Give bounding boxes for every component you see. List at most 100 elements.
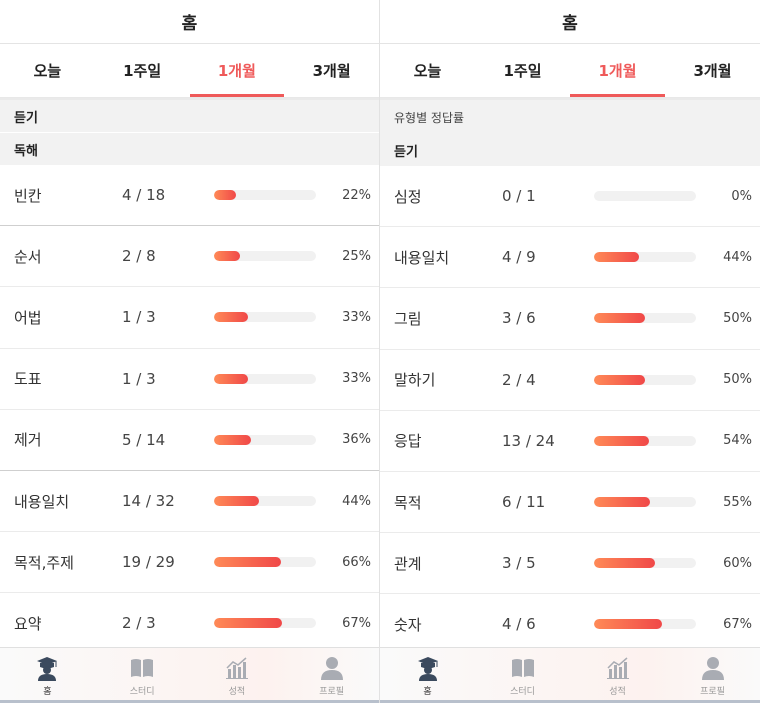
- correct-count: 19 / 29: [122, 553, 175, 572]
- bottom-nav: 홈 스터디 성적 프로필: [0, 647, 379, 703]
- question-type-label: 응답: [394, 432, 422, 451]
- nav-profile[interactable]: 프로필: [284, 648, 379, 703]
- accuracy-percent: 25%: [342, 248, 371, 264]
- stat-row: 빈칸 4 / 18 22%: [0, 165, 379, 227]
- nav-study-label: 스터디: [510, 686, 535, 697]
- tab-1month[interactable]: 1개월: [570, 44, 665, 97]
- question-type-label: 숫자: [394, 615, 422, 634]
- correct-count: 5 / 14: [122, 430, 166, 449]
- section-reading: 독해: [0, 132, 379, 165]
- accuracy-percent: 55%: [723, 494, 752, 510]
- correct-count: 1 / 3: [122, 369, 156, 388]
- nav-home[interactable]: 홈: [380, 648, 475, 703]
- stat-row: 관계 3 / 5 60%: [380, 533, 760, 595]
- stat-row: 도표 1 / 3 33%: [0, 349, 379, 410]
- stat-row: 목적 6 / 11 55%: [380, 472, 760, 534]
- correct-count: 3 / 5: [502, 554, 536, 573]
- nav-grades[interactable]: 성적: [190, 648, 285, 703]
- accuracy-percent: 66%: [342, 554, 371, 570]
- accuracy-bar: [594, 497, 696, 508]
- correct-count: 6 / 11: [502, 493, 546, 512]
- bar-chart-icon: [225, 656, 248, 679]
- period-tabs: 오늘 1주일 1개월 3개월: [380, 44, 760, 98]
- question-type-label: 제거: [14, 431, 42, 450]
- tab-today[interactable]: 오늘: [33, 62, 62, 80]
- bottom-edge: [0, 700, 379, 703]
- period-tabs: 오늘 1주일 1개월 3개월: [0, 44, 379, 98]
- accuracy-bar: [214, 312, 316, 323]
- tab-3months[interactable]: 3개월: [693, 62, 732, 80]
- accuracy-percent: 36%: [342, 432, 371, 448]
- nav-home-label: 홈: [43, 686, 52, 697]
- question-type-label: 내용일치: [14, 492, 70, 511]
- book-icon: [511, 658, 534, 677]
- accuracy-bar-fill: [214, 373, 248, 384]
- stat-row: 숫자 4 / 6 67%: [380, 594, 760, 656]
- accuracy-bar: [594, 619, 696, 630]
- accuracy-percent: 54%: [723, 433, 752, 449]
- accuracy-bar: [214, 557, 316, 568]
- correct-count: 1 / 3: [122, 308, 156, 327]
- nav-grades[interactable]: 성적: [570, 648, 665, 703]
- accuracy-bar-fill: [594, 374, 645, 385]
- page-title: 홈: [380, 0, 760, 44]
- tab-1week[interactable]: 1주일: [123, 62, 162, 80]
- nav-home[interactable]: 홈: [0, 648, 95, 703]
- accuracy-bar-fill: [214, 190, 237, 201]
- question-type-label: 순서: [14, 247, 42, 266]
- question-type-label: 목적,주제: [14, 553, 74, 572]
- tab-3months[interactable]: 3개월: [312, 62, 351, 80]
- question-type-label: 빈칸: [14, 186, 42, 205]
- accuracy-bar-fill: [594, 252, 639, 263]
- stat-row: 목적,주제 19 / 29 66%: [0, 532, 379, 594]
- tab-1week[interactable]: 1주일: [503, 62, 542, 80]
- accuracy-bar-fill: [214, 496, 259, 507]
- accuracy-percent: 0%: [731, 188, 752, 204]
- bar-chart-icon: [606, 656, 629, 679]
- correct-count: 13 / 24: [502, 431, 555, 450]
- tab-1month[interactable]: 1개월: [189, 44, 285, 97]
- accuracy-bar: [594, 374, 696, 385]
- question-type-label: 도표: [14, 370, 42, 389]
- screen-divider: [379, 0, 380, 703]
- nav-home-label: 홈: [423, 686, 432, 697]
- tab-today[interactable]: 오늘: [413, 62, 442, 80]
- accuracy-bar: [214, 190, 316, 201]
- accuracy-percent: 44%: [723, 249, 752, 265]
- correct-count: 2 / 3: [122, 614, 156, 633]
- correct-count: 2 / 4: [502, 370, 536, 389]
- nav-profile-label: 프로필: [700, 686, 725, 697]
- correct-count: 3 / 6: [502, 309, 536, 328]
- nav-grades-label: 성적: [228, 686, 246, 697]
- correct-count: 4 / 18: [122, 186, 166, 205]
- accuracy-percent: 33%: [342, 371, 371, 387]
- accuracy-bar: [214, 434, 316, 445]
- screen-right: 홈 오늘 1주일 1개월 3개월 유형별 정답률 듣기 심정 0 / 1 0% 내용일…: [380, 0, 760, 703]
- stat-row: 요약 2 / 3 67%: [0, 593, 379, 655]
- nav-profile[interactable]: 프로필: [665, 648, 760, 703]
- section-listening: 듣기: [380, 134, 760, 166]
- accuracy-percent: 60%: [723, 555, 752, 571]
- accuracy-percent: 22%: [342, 187, 371, 203]
- stat-row: 순서 2 / 8 25%: [0, 226, 379, 288]
- stat-row: 내용일치 14 / 32 44%: [0, 471, 379, 533]
- correct-count: 0 / 1: [502, 187, 536, 206]
- accuracy-bar: [594, 558, 696, 569]
- nav-study[interactable]: 스터디: [475, 648, 570, 703]
- accuracy-bar-fill: [594, 497, 651, 508]
- stat-row: 말하기 2 / 4 50%: [380, 350, 760, 411]
- nav-study[interactable]: 스터디: [95, 648, 190, 703]
- stat-row: 제거 5 / 14 36%: [0, 410, 379, 471]
- bottom-edge: [380, 700, 760, 703]
- question-type-label: 요약: [14, 614, 42, 633]
- section-listening: 듣기: [0, 98, 379, 132]
- accuracy-bar-fill: [594, 435, 650, 446]
- person-icon: [701, 656, 724, 680]
- stats-list-left: 빈칸 4 / 18 22% 순서 2 / 8 25% 어법 1 / 3 33% 도표 1 / 3 33…: [0, 165, 379, 655]
- accuracy-bar: [594, 191, 696, 202]
- accuracy-percent: 67%: [342, 615, 371, 631]
- screen-left: 홈 오늘 1주일 1개월 3개월 듣기 독해 빈칸 4 / 18 22% 순서 2 / …: [0, 0, 379, 703]
- stat-row: 응답 13 / 24 54%: [380, 411, 760, 472]
- accuracy-bar-fill: [214, 618, 283, 629]
- accuracy-bar: [594, 435, 696, 446]
